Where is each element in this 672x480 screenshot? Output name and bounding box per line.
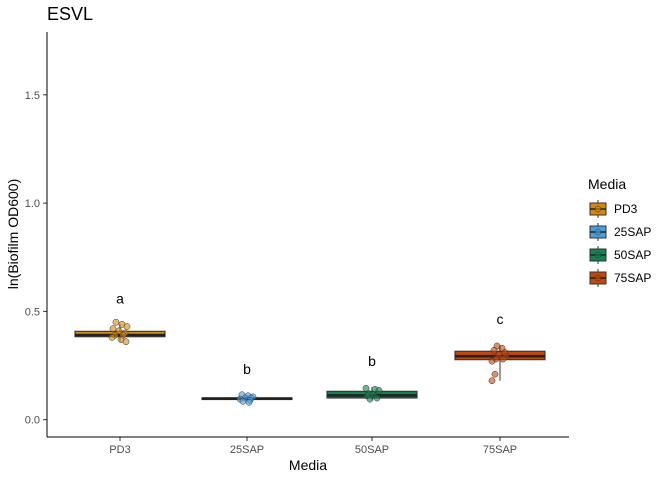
legend: Media PD3 25SAP 50SAP 75SAP — [588, 176, 651, 289]
legend-label: 50SAP — [614, 247, 652, 262]
x-tick-label: 50SAP — [355, 444, 389, 456]
significance-label: a — [116, 290, 124, 306]
legend-key-icon — [589, 199, 607, 218]
data-point — [112, 318, 120, 326]
legend-key-icon — [589, 245, 607, 264]
point-group — [108, 318, 510, 406]
data-point — [488, 357, 496, 365]
data-point — [362, 384, 370, 392]
data-point — [239, 397, 247, 405]
y-tick-label: 1.5 — [25, 90, 40, 102]
data-point — [123, 323, 131, 330]
data-point — [109, 325, 117, 333]
y-tick-label: 0.5 — [25, 306, 40, 318]
legend-item: 75SAP — [588, 266, 651, 289]
significance-label: b — [243, 361, 251, 377]
data-point — [499, 355, 507, 363]
x-tick-label: 25SAP — [230, 444, 264, 456]
y-tick-label: 0.0 — [25, 415, 40, 427]
y-tick-label: 1.0 — [25, 198, 40, 210]
legend-title: Media — [588, 176, 627, 192]
significance-label: c — [497, 311, 504, 327]
legend-key-icon — [589, 268, 607, 287]
legend-item: 25SAP — [588, 220, 651, 243]
y-axis-title: ln(Biofilm OD600) — [5, 179, 21, 289]
data-point — [366, 395, 374, 403]
x-tick-label: PD3 — [109, 444, 130, 456]
data-point — [491, 370, 499, 378]
data-point — [488, 377, 496, 385]
data-point — [122, 338, 130, 346]
legend-items: PD3 25SAP 50SAP 75SAP — [588, 197, 651, 289]
legend-key-icon — [589, 222, 607, 241]
legend-label: 25SAP — [614, 224, 652, 239]
box-75SAP — [454, 346, 546, 381]
legend-label: PD3 — [614, 201, 638, 216]
box-group — [74, 324, 546, 402]
chart-title: ESVL — [47, 4, 94, 24]
data-point — [115, 327, 123, 335]
legend-label: 75SAP — [614, 270, 652, 285]
x-tick-label: 75SAP — [483, 444, 517, 456]
significance-label: b — [368, 353, 376, 369]
legend-item: PD3 — [588, 197, 651, 220]
x-axis-ticks: PD3 25SAP 50SAP 75SAP — [109, 437, 517, 456]
significance-labels: a b b c — [116, 290, 503, 376]
x-axis-title: Media — [289, 457, 327, 473]
data-point — [108, 334, 116, 341]
y-axis-ticks: 0.0 0.5 1.0 1.5 — [25, 90, 47, 427]
data-point — [245, 398, 253, 406]
data-point — [373, 394, 381, 402]
data-point — [375, 387, 383, 394]
data-point — [490, 347, 498, 354]
legend-item: 50SAP — [588, 243, 651, 266]
